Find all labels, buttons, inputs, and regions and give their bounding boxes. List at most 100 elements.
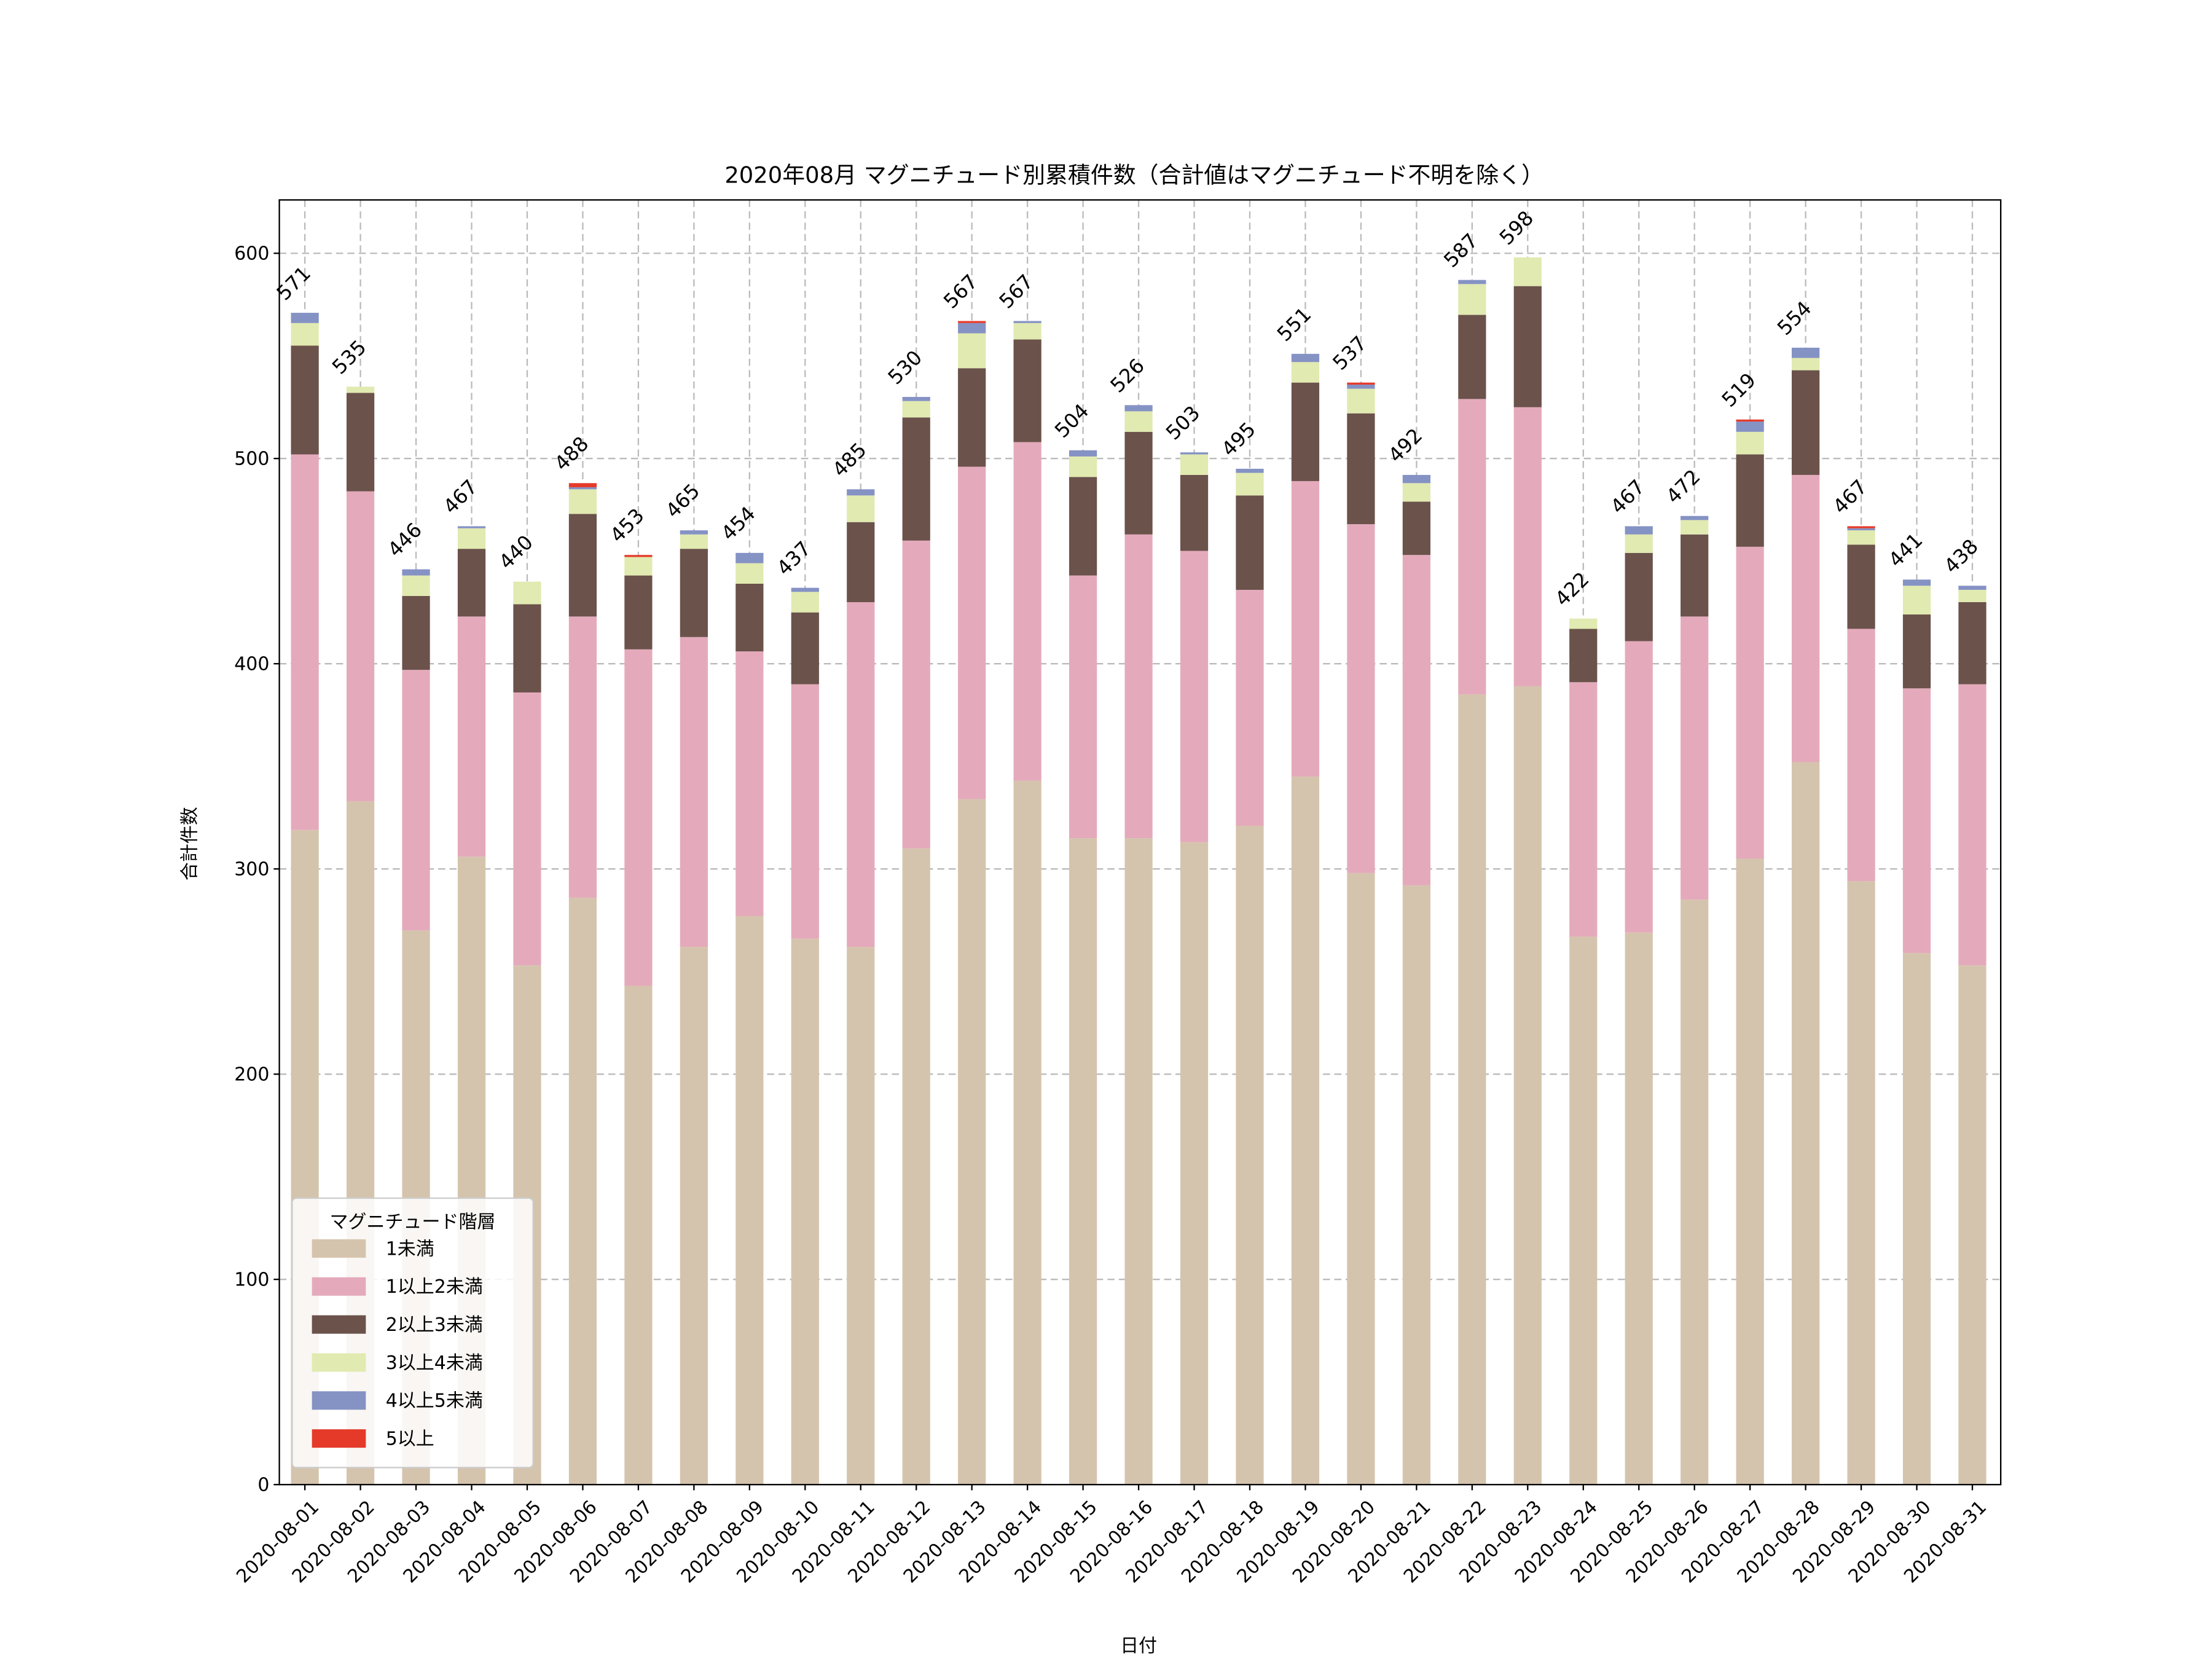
legend: マグニチュード階層 1未満 1以上2未満 2以上3未満 3以上4未満 4以上5未満 5以上: [291, 1197, 534, 1469]
bar-segment-1: [1681, 900, 1709, 1485]
bar-segment-6: [1347, 382, 1375, 385]
bar-segment-3: [291, 345, 319, 455]
bar-segment-1: [1124, 838, 1153, 1485]
legend-item-label: 1以上2未満: [386, 1276, 483, 1298]
legend-swatch: [312, 1353, 366, 1372]
bar-segment-1: [1458, 694, 1486, 1485]
bar-segment-2: [291, 454, 319, 830]
bar-segment-1: [1347, 873, 1375, 1485]
bar-segment-1: [1180, 842, 1209, 1485]
bar-segment-5: [1958, 586, 1986, 590]
bars: [291, 257, 1986, 1485]
total-label: 567: [995, 270, 1038, 313]
total-label: 467: [439, 475, 482, 518]
bar-segment-5: [958, 323, 986, 334]
bar-segment-2: [1458, 399, 1486, 695]
bar-segment-1: [1625, 932, 1653, 1485]
total-label: 453: [605, 504, 648, 547]
y-tick-label: 500: [234, 449, 269, 470]
bar-segment-4: [1958, 589, 1986, 603]
bar-segment-3: [1458, 315, 1486, 399]
bar-segment-3: [1902, 614, 1931, 689]
total-label: 535: [327, 335, 371, 378]
bar-segment-5: [1458, 280, 1486, 284]
bar-segment-4: [1236, 473, 1264, 496]
bar-segment-3: [1402, 501, 1430, 555]
total-label: 530: [884, 346, 927, 389]
total-label: 554: [1773, 297, 1816, 340]
bar-segment-4: [680, 534, 708, 549]
legend-swatch: [312, 1239, 366, 1258]
bar-segment-4: [568, 489, 597, 514]
bar-segment-5: [291, 313, 319, 323]
bar-segment-4: [1180, 454, 1209, 475]
bar-segment-2: [1847, 629, 1875, 882]
bar-segment-4: [791, 592, 819, 613]
bar-segment-3: [457, 549, 486, 617]
bar-segment-3: [1180, 474, 1209, 551]
bar-segment-2: [735, 651, 764, 917]
plot-frame: [278, 199, 2002, 1486]
bar-segment-3: [1013, 339, 1041, 442]
bar-segment-3: [1792, 370, 1820, 475]
bar-segment-5: [1792, 347, 1820, 358]
bar-segment-1: [1569, 936, 1598, 1485]
total-label: 495: [1217, 418, 1260, 461]
legend-swatch: [312, 1429, 366, 1448]
bar-segment-2: [1569, 682, 1598, 937]
bar-segment-2: [791, 684, 819, 939]
total-label: 526: [1106, 354, 1149, 397]
bar-segment-4: [291, 323, 319, 346]
bar-segment-4: [1513, 257, 1542, 286]
bar-segment-5: [1124, 405, 1153, 412]
bar-segment-2: [347, 491, 375, 801]
bar-segment-5: [402, 569, 430, 576]
legend-item-label: 4以上5未満: [386, 1390, 483, 1412]
bar-segment-2: [513, 692, 541, 966]
bar-segment-4: [847, 495, 875, 522]
chart-title: 2020年08月 マグニチュード別累積件数（合計値はマグニチュード不明を除く）: [724, 162, 1544, 189]
y-tick-label: 0: [257, 1475, 269, 1496]
bar-segment-3: [513, 604, 541, 692]
total-label: 567: [939, 270, 982, 313]
bar-segment-1: [624, 986, 653, 1485]
bar-segment-6: [958, 321, 986, 323]
bar-segment-4: [1013, 323, 1041, 340]
bar-segment-6: [624, 555, 653, 557]
bar-segment-1: [1736, 858, 1764, 1485]
total-label: 519: [1717, 368, 1760, 411]
bar-segment-4: [1458, 284, 1486, 315]
bar-segment-1: [1236, 826, 1264, 1485]
bar-segment-5: [457, 526, 486, 528]
bar-segment-5: [1069, 450, 1097, 457]
total-label: 454: [716, 502, 759, 545]
bar-segment-1: [1958, 965, 1986, 1485]
bar-segment-3: [902, 417, 930, 541]
bar-segment-2: [680, 637, 708, 947]
bar-segment-3: [1958, 602, 1986, 684]
bar-segment-1: [1792, 762, 1820, 1485]
bar-segment-2: [1958, 684, 1986, 966]
x-axis-label: 日付: [1120, 1635, 1157, 1657]
bar-segment-1: [1847, 881, 1875, 1485]
bar-segment-5: [735, 552, 764, 563]
legend-swatch: [312, 1315, 366, 1334]
bar-segment-5: [568, 487, 597, 490]
total-label: 537: [1328, 331, 1371, 374]
bar-segment-1: [568, 897, 597, 1485]
bar-segment-2: [1402, 555, 1430, 885]
bar-segment-2: [958, 466, 986, 799]
bar-segment-1: [735, 916, 764, 1485]
total-label: 441: [1884, 528, 1927, 571]
bar-segment-4: [624, 557, 653, 576]
bar-segment-2: [1681, 616, 1709, 900]
total-label: 440: [494, 530, 537, 573]
bar-segment-5: [1625, 526, 1653, 535]
bar-segment-4: [1124, 411, 1153, 432]
y-tick-label: 100: [234, 1269, 269, 1291]
total-label: 571: [272, 262, 315, 305]
bar-segment-5: [1347, 384, 1375, 389]
bar-segment-5: [1847, 528, 1875, 531]
bar-segment-3: [1124, 431, 1153, 535]
